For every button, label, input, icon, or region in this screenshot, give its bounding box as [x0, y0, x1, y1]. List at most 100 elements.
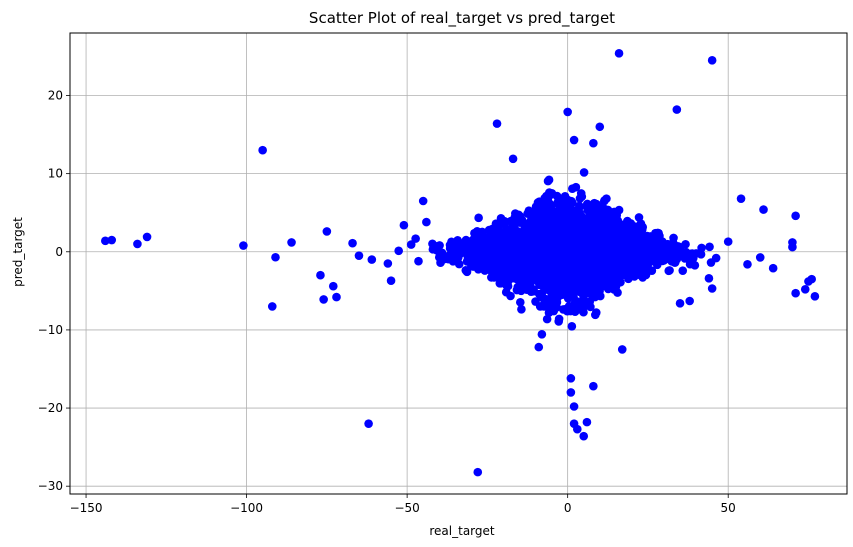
- data-point: [544, 175, 554, 185]
- data-point: [579, 287, 589, 297]
- data-point: [454, 259, 464, 269]
- data-point: [678, 248, 688, 258]
- data-point: [595, 250, 605, 259]
- x-tick-label: 50: [721, 501, 736, 515]
- data-point: [723, 237, 733, 246]
- data-point: [536, 226, 546, 236]
- data-point: [512, 285, 522, 295]
- plot-frame: [69, 32, 848, 495]
- data-point: [561, 259, 571, 268]
- data-point: [573, 283, 582, 292]
- y-axis-ticks: −30 −20 −10 0 10 20: [38, 89, 70, 493]
- data-point: [567, 322, 577, 331]
- data-point: [755, 253, 765, 262]
- data-point: [386, 276, 396, 285]
- data-point: [553, 225, 562, 235]
- data-point: [492, 119, 502, 128]
- data-point: [810, 292, 820, 301]
- data-point: [142, 232, 152, 242]
- data-point: [450, 249, 460, 259]
- data-point: [575, 201, 584, 211]
- data-point: [462, 267, 472, 277]
- data-point: [545, 263, 555, 272]
- x-tick-label: −100: [230, 501, 263, 515]
- data-point: [566, 388, 576, 397]
- data-point: [569, 135, 579, 145]
- data-point: [592, 225, 601, 235]
- x-axis-ticks: −150 −100 −50 0 50: [70, 494, 736, 515]
- data-point: [615, 238, 624, 247]
- data-point: [610, 226, 619, 235]
- data-point: [501, 257, 510, 266]
- data-point: [736, 194, 746, 203]
- data-point: [563, 107, 572, 117]
- data-point: [534, 342, 544, 352]
- data-point: [651, 228, 660, 238]
- y-tick-label: 10: [48, 167, 63, 181]
- data-point: [569, 237, 579, 247]
- data-point: [639, 232, 649, 242]
- data-point: [516, 230, 526, 239]
- data-point: [643, 260, 653, 270]
- data-point: [473, 467, 483, 477]
- data-point: [579, 431, 589, 441]
- data-point: [658, 240, 667, 249]
- data-point: [554, 317, 564, 326]
- data-point: [595, 291, 605, 301]
- data-point: [515, 258, 525, 268]
- data-point: [515, 297, 525, 307]
- data-point: [612, 210, 622, 220]
- data-point: [488, 248, 497, 258]
- data-point: [545, 294, 555, 303]
- data-point: [319, 295, 328, 304]
- data-point: [589, 381, 598, 391]
- data-point: [561, 304, 571, 314]
- data-point: [328, 281, 338, 291]
- data-point: [394, 246, 403, 256]
- data-point: [704, 274, 714, 283]
- data-point: [655, 252, 665, 262]
- data-point: [544, 251, 554, 261]
- data-point: [791, 288, 800, 298]
- data-point: [611, 282, 621, 291]
- data-point: [556, 203, 566, 213]
- y-tick-label: −20: [38, 401, 63, 415]
- data-point: [586, 249, 596, 258]
- data-point: [541, 237, 551, 247]
- data-point: [609, 268, 619, 277]
- data-point: [685, 296, 694, 306]
- data-point: [807, 274, 816, 284]
- data-point: [589, 138, 598, 148]
- data-point: [567, 268, 576, 277]
- data-point: [271, 252, 280, 262]
- data-point: [258, 145, 267, 155]
- data-point: [316, 270, 325, 280]
- data-point: [576, 189, 586, 198]
- data-point: [582, 299, 592, 309]
- data-point: [532, 266, 542, 276]
- data-point: [322, 227, 332, 236]
- data-point: [563, 195, 572, 204]
- data-point: [488, 268, 497, 278]
- data-point: [472, 256, 482, 266]
- x-tick-label: 0: [564, 501, 572, 515]
- data-point: [418, 196, 428, 206]
- data-point: [267, 302, 277, 311]
- data-point: [544, 230, 554, 240]
- data-point: [566, 374, 576, 383]
- data-point: [622, 228, 632, 238]
- data-point: [431, 241, 440, 251]
- data-point: [685, 252, 695, 261]
- data-point: [555, 269, 565, 279]
- data-point: [706, 258, 716, 267]
- data-point: [697, 243, 706, 253]
- data-point: [569, 402, 579, 411]
- data-point: [791, 211, 800, 221]
- data-point: [517, 305, 526, 314]
- data-point: [634, 213, 644, 222]
- data-point: [582, 237, 592, 247]
- data-point: [579, 168, 589, 177]
- data-point: [452, 242, 461, 252]
- y-tick-label: 20: [48, 89, 63, 103]
